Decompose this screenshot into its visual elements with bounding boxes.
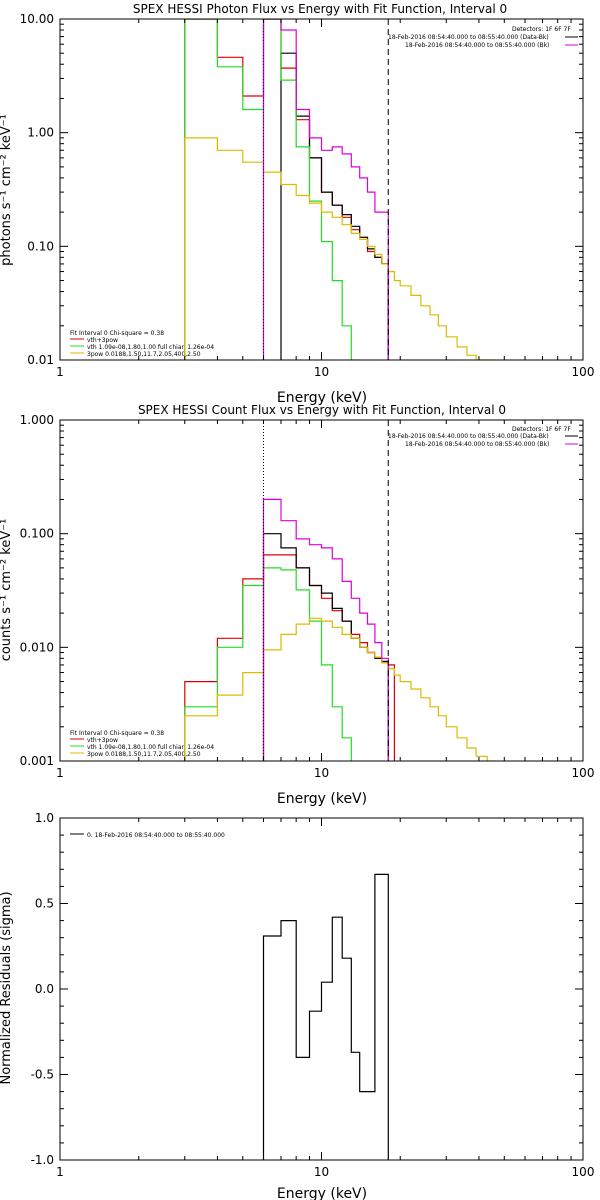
y-tick-label: 0.100	[20, 527, 54, 541]
legend-vth: vth 1.09e-08,1.80,1.00 full chian 1.26e-…	[87, 344, 214, 351]
x-tick-label: 100	[572, 766, 595, 780]
y-tick-label: 1.00	[27, 126, 54, 140]
series-line-0	[262, 873, 389, 1160]
y-tick-label: 0.010	[20, 640, 54, 654]
chart-title: SPEX HESSI Photon Flux vs Energy with Fi…	[133, 2, 507, 16]
chart-title: SPEX HESSI Count Flux vs Energy with Fit…	[138, 403, 506, 417]
series-line-0	[184, 554, 395, 761]
x-tick-label: 1	[56, 365, 64, 379]
y-tick-label: 0.10	[27, 239, 54, 253]
series-line-5	[262, 19, 389, 360]
y-tick-label: 0.5	[35, 897, 54, 911]
legend-vth3pow: vth+3pow	[87, 337, 118, 344]
legend-date-data: 18-Feb-2016 08:54:40.000 to 08:55:40.000…	[388, 433, 549, 440]
y-tick-label: 1.000	[20, 413, 54, 427]
x-tick-label: 1	[56, 1165, 64, 1179]
y-tick-label: 0.01	[27, 353, 54, 367]
legend-vth3pow: vth+3pow	[87, 737, 118, 744]
detectors-label: Detectors: 1F 6F 7F	[512, 26, 571, 33]
legend-residual-series: 0. 18-Feb-2016 08:54:40.000 to 08:55:40.…	[87, 832, 225, 839]
series-line-1	[280, 52, 389, 360]
y-tick-label: -0.5	[31, 1068, 54, 1082]
x-tick-label: 10	[314, 365, 329, 379]
series-line-3	[184, 617, 495, 761]
legend-vth: vth 1.09e-08,1.80,1.00 full chian 1.26e-…	[87, 744, 214, 751]
y-tick-label: 0.0	[35, 982, 54, 996]
y-tick-label: -1.0	[31, 1153, 54, 1167]
x-tick-label: 100	[572, 1165, 595, 1179]
x-axis-label: Energy (keV)	[277, 1186, 367, 1200]
series-line-2	[184, 19, 360, 360]
legend-3pow: 3pow 0.0188,1.50,11.7,2.05,400,2.50	[87, 351, 201, 358]
residuals-panel: Normalized Residuals (sigma) Energy (keV…	[0, 811, 594, 1200]
series-line-1	[262, 533, 389, 761]
y-axis-label: counts s⁻¹ cm⁻² keV⁻¹	[0, 519, 14, 662]
detectors-label: Detectors: 1F 6F 7F	[512, 426, 571, 433]
x-tick-label: 100	[572, 365, 595, 379]
series-line-0	[184, 19, 389, 360]
series-line-2	[184, 567, 352, 761]
legend-fit-interval: Fit Interval 0 Chi-square = 0.38	[70, 730, 164, 737]
y-tick-label: 10.00	[20, 12, 54, 26]
series-line-3	[184, 137, 495, 360]
photon-flux-panel: SPEX HESSI Photon Flux vs Energy with Fi…	[0, 2, 594, 406]
legend-date-bk: 18-Feb-2016 08:54:40.000 to 08:55:40.000…	[405, 441, 549, 448]
series-line-5	[262, 498, 389, 761]
y-tick-label: 1.0	[35, 811, 54, 825]
x-axis-label: Energy (keV)	[277, 791, 367, 807]
count-flux-panel: SPEX HESSI Count Flux vs Energy with Fit…	[0, 403, 594, 807]
x-tick-label: 1	[56, 766, 64, 780]
y-tick-label: 0.001	[20, 754, 54, 768]
y-axis-label: Normalized Residuals (sigma)	[0, 891, 14, 1084]
legend-date-data: 18-Feb-2016 08:54:40.000 to 08:55:40.000…	[388, 34, 549, 41]
x-tick-label: 10	[314, 1165, 329, 1179]
legend-date-bk: 18-Feb-2016 08:54:40.000 to 08:55:40.000…	[405, 42, 549, 49]
legend-fit-interval: Fit Interval 0 Chi-square = 0.38	[70, 330, 164, 337]
x-axis-label: Energy (keV)	[277, 390, 367, 406]
x-tick-label: 10	[314, 766, 329, 780]
legend-3pow: 3pow 0.0188,1.50,11.7,2.05,400,2.50	[87, 751, 201, 758]
y-axis-label: photons s⁻¹ cm⁻² keV⁻¹	[0, 114, 14, 266]
